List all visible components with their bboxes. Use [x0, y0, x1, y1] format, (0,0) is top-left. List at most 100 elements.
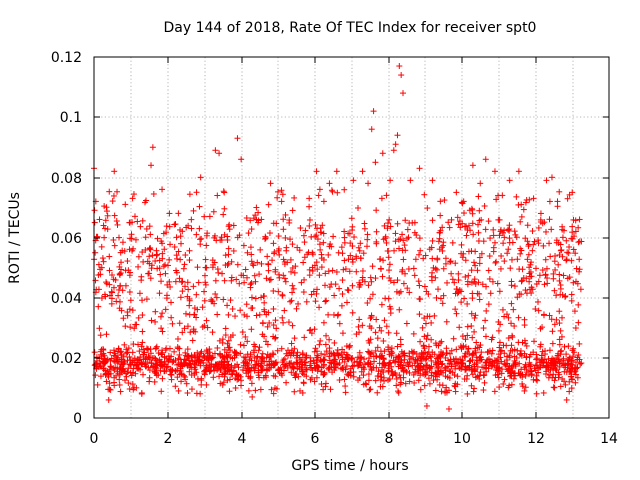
data-point	[458, 241, 465, 248]
data-point	[548, 226, 555, 233]
data-point	[360, 250, 367, 257]
data-point	[428, 336, 435, 343]
data-point	[415, 251, 422, 258]
data-point	[530, 241, 537, 248]
data-point	[110, 192, 117, 199]
data-point	[546, 198, 553, 205]
data-point	[506, 363, 513, 370]
data-point	[159, 375, 166, 382]
data-point	[454, 373, 461, 380]
data-point	[328, 243, 335, 250]
data-point	[196, 203, 203, 210]
data-point	[121, 341, 128, 348]
data-point	[210, 261, 217, 268]
data-point	[486, 253, 493, 260]
data-point	[491, 239, 498, 246]
data-point	[336, 285, 343, 292]
data-point	[353, 358, 360, 365]
data-point	[334, 347, 341, 354]
data-point	[541, 281, 548, 288]
data-point	[556, 336, 563, 343]
data-point	[343, 299, 350, 306]
data-point	[190, 283, 197, 290]
data-point	[374, 335, 381, 342]
data-point	[312, 298, 319, 305]
data-point	[523, 342, 530, 349]
data-point	[299, 361, 306, 368]
data-point	[151, 354, 158, 361]
data-point	[511, 323, 518, 330]
data-point	[248, 380, 255, 387]
data-point	[120, 353, 127, 360]
data-point	[139, 328, 146, 335]
data-point	[542, 351, 549, 358]
data-point	[158, 238, 165, 245]
data-point	[283, 244, 290, 251]
data-point	[313, 362, 320, 369]
data-point	[339, 356, 346, 363]
data-point	[574, 374, 581, 381]
data-point	[313, 374, 320, 381]
data-point	[150, 191, 157, 198]
data-point	[510, 375, 517, 382]
data-point	[189, 337, 196, 344]
data-point	[300, 259, 307, 266]
data-point	[317, 225, 324, 232]
data-point	[116, 271, 123, 278]
grid	[94, 57, 609, 418]
data-point	[386, 216, 393, 223]
data-point	[572, 364, 579, 371]
data-point	[462, 363, 469, 370]
data-point	[553, 316, 560, 323]
data-point	[346, 344, 353, 351]
data-point	[368, 278, 375, 285]
data-point	[446, 259, 453, 266]
data-point	[151, 378, 158, 385]
data-point	[485, 267, 492, 274]
data-point	[180, 265, 187, 272]
data-point	[438, 338, 445, 345]
data-point	[526, 270, 533, 277]
data-point	[252, 295, 259, 302]
data-point	[508, 342, 515, 349]
data-point	[275, 233, 282, 240]
data-point	[306, 222, 313, 229]
data-point	[468, 267, 475, 274]
data-point	[532, 265, 539, 272]
data-point	[342, 366, 349, 373]
data-point	[495, 192, 502, 199]
data-point	[232, 375, 239, 382]
data-point	[469, 371, 476, 378]
data-point	[562, 364, 569, 371]
data-point	[425, 291, 432, 298]
x-tick-label: 2	[164, 431, 173, 447]
data-point	[197, 174, 204, 181]
data-point	[525, 251, 532, 258]
data-point	[220, 296, 227, 303]
data-point	[183, 380, 190, 387]
data-point	[253, 361, 260, 368]
data-point	[380, 337, 387, 344]
data-point	[470, 388, 477, 395]
data-point	[456, 324, 463, 331]
data-point	[177, 367, 184, 374]
data-point	[221, 358, 228, 365]
data-point	[379, 364, 386, 371]
data-point	[291, 269, 298, 276]
data-point	[340, 266, 347, 273]
data-point	[517, 350, 524, 357]
data-point	[175, 355, 182, 362]
data-point	[442, 260, 449, 267]
y-axis: 0 0.02 0.04 0.06 0.08 0.1 0.12	[51, 50, 609, 427]
data-point	[103, 331, 110, 338]
data-point	[285, 319, 292, 326]
data-point	[346, 369, 353, 376]
data-point	[472, 262, 479, 269]
data-point	[203, 242, 210, 249]
data-point	[299, 389, 306, 396]
data-point	[176, 351, 183, 358]
data-point	[117, 388, 124, 395]
data-point	[535, 298, 542, 305]
data-point	[436, 229, 443, 236]
data-point	[185, 286, 192, 293]
